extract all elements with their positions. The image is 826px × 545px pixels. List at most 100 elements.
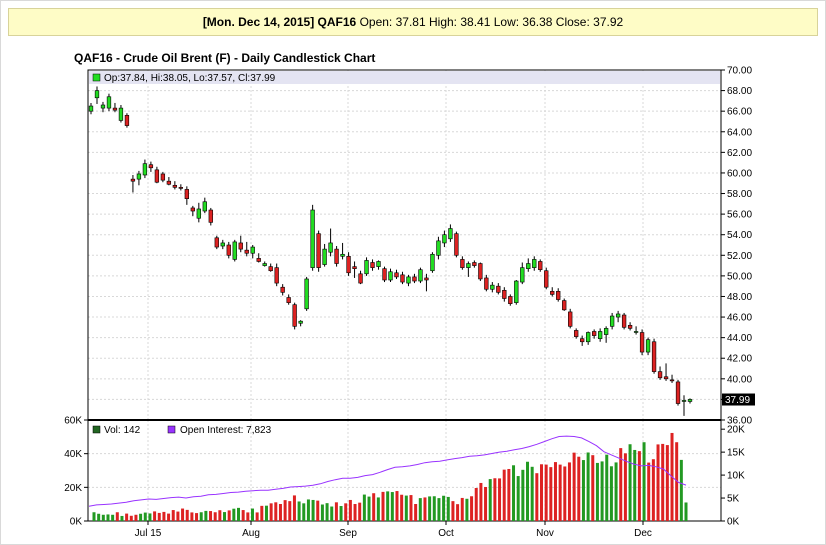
candle-body [346,256,351,274]
volume-bar [139,513,143,521]
candle-body [124,114,130,126]
volume-bar [176,511,180,521]
candle-body [268,266,273,272]
price-tick-label: 50.00 [727,271,752,282]
candle-body [406,276,411,284]
price-tick-label: 46.00 [727,313,752,324]
volume-bar [260,505,264,521]
candle-body [208,209,213,223]
candle-body [370,262,375,268]
volume-bar [498,478,502,521]
candle-body [256,258,261,262]
volume-bar [530,466,534,521]
candle-body [448,228,453,240]
candle-body [687,399,693,402]
price-tick-label: 48.00 [727,292,752,303]
candle-body [615,313,621,318]
volume-bar [553,462,557,521]
candle-body [538,261,543,271]
volume-bar [661,443,665,521]
chart-title: QAF16 - Crude Oil Brent (F) - Daily Cand… [74,51,376,65]
volume-bar [330,506,334,521]
volume-bar [237,507,241,521]
volume-bar [111,514,115,521]
volume-bar [306,499,310,521]
candle-body [609,315,615,327]
volume-bar [181,508,185,521]
vol-left-tick-label: 20K [64,483,82,494]
banner-date: [Mon. Dec 14, 2015] [202,15,315,29]
volume-bar [600,461,604,521]
volume-bar [460,497,464,521]
candle-body [526,263,531,269]
volume-bar [143,512,147,521]
candle-body [94,90,100,99]
candle-body [382,268,387,281]
banner-symbol: QAF16 [317,15,357,29]
volume-bar [623,453,627,521]
candle-body [298,320,303,324]
volume-bar [302,503,306,521]
banner-high-label: High: [428,15,457,29]
volume-bar [246,512,250,521]
volume-bar [353,503,357,521]
candle-body [220,242,225,247]
candle-body [340,253,345,257]
x-month-label: Jul 15 [135,528,162,539]
volume-bar [390,492,394,521]
candle-body [657,371,663,379]
candle-body [118,107,124,121]
volume-bar [297,501,301,521]
volume-bar [595,462,599,521]
volume-bar [148,513,152,521]
price-tick-label: 70.00 [727,66,752,77]
volume-bar [97,513,101,521]
candle-body [586,332,591,343]
candle-body [442,234,447,244]
volume-bar [376,497,380,521]
volume-bar [311,499,315,521]
candle-body [388,271,393,281]
candle-body [112,107,118,111]
candle-body [274,267,279,284]
candle-body [418,269,423,282]
price-tick-label: 52.00 [727,251,752,262]
volume-bar [185,509,189,521]
candle-body [130,178,136,182]
vol-right-tick-label: 15K [727,448,745,459]
volume-bar [223,512,227,521]
volume-bar [381,491,385,521]
candle-body [568,311,573,327]
volume-bar [651,459,655,521]
candle-body [430,253,435,272]
candle-body [250,246,255,254]
volume-bar [502,469,506,521]
candle-body [196,208,201,219]
candle-body [496,285,501,293]
volume-bar [288,501,292,521]
volume-bar [577,456,581,521]
candle-body [358,273,363,284]
price-legend-swatch [92,73,101,82]
candle-body [466,263,471,268]
x-month-label: Oct [438,528,454,539]
vol-right-tick-label: 20K [727,425,745,436]
volume-bar [348,499,352,521]
volume-bar [521,469,525,521]
banner-low: 36.38 [522,15,553,29]
volume-bar [442,495,446,521]
volume-bar [423,497,427,521]
vol-right-tick-label: 0K [727,517,740,528]
banner-low-label: Low: [493,15,520,29]
candle-body [376,261,381,267]
volume-bar [647,462,651,521]
volume-bar [665,445,669,521]
volume-bar [656,444,660,521]
candle-body [460,259,465,268]
banner-close-label: Close: [555,15,590,29]
volume-bar [129,515,133,521]
candle-body [292,304,297,327]
volume-bar [586,452,590,521]
volume-bar [465,498,469,521]
candle-body [490,284,495,290]
